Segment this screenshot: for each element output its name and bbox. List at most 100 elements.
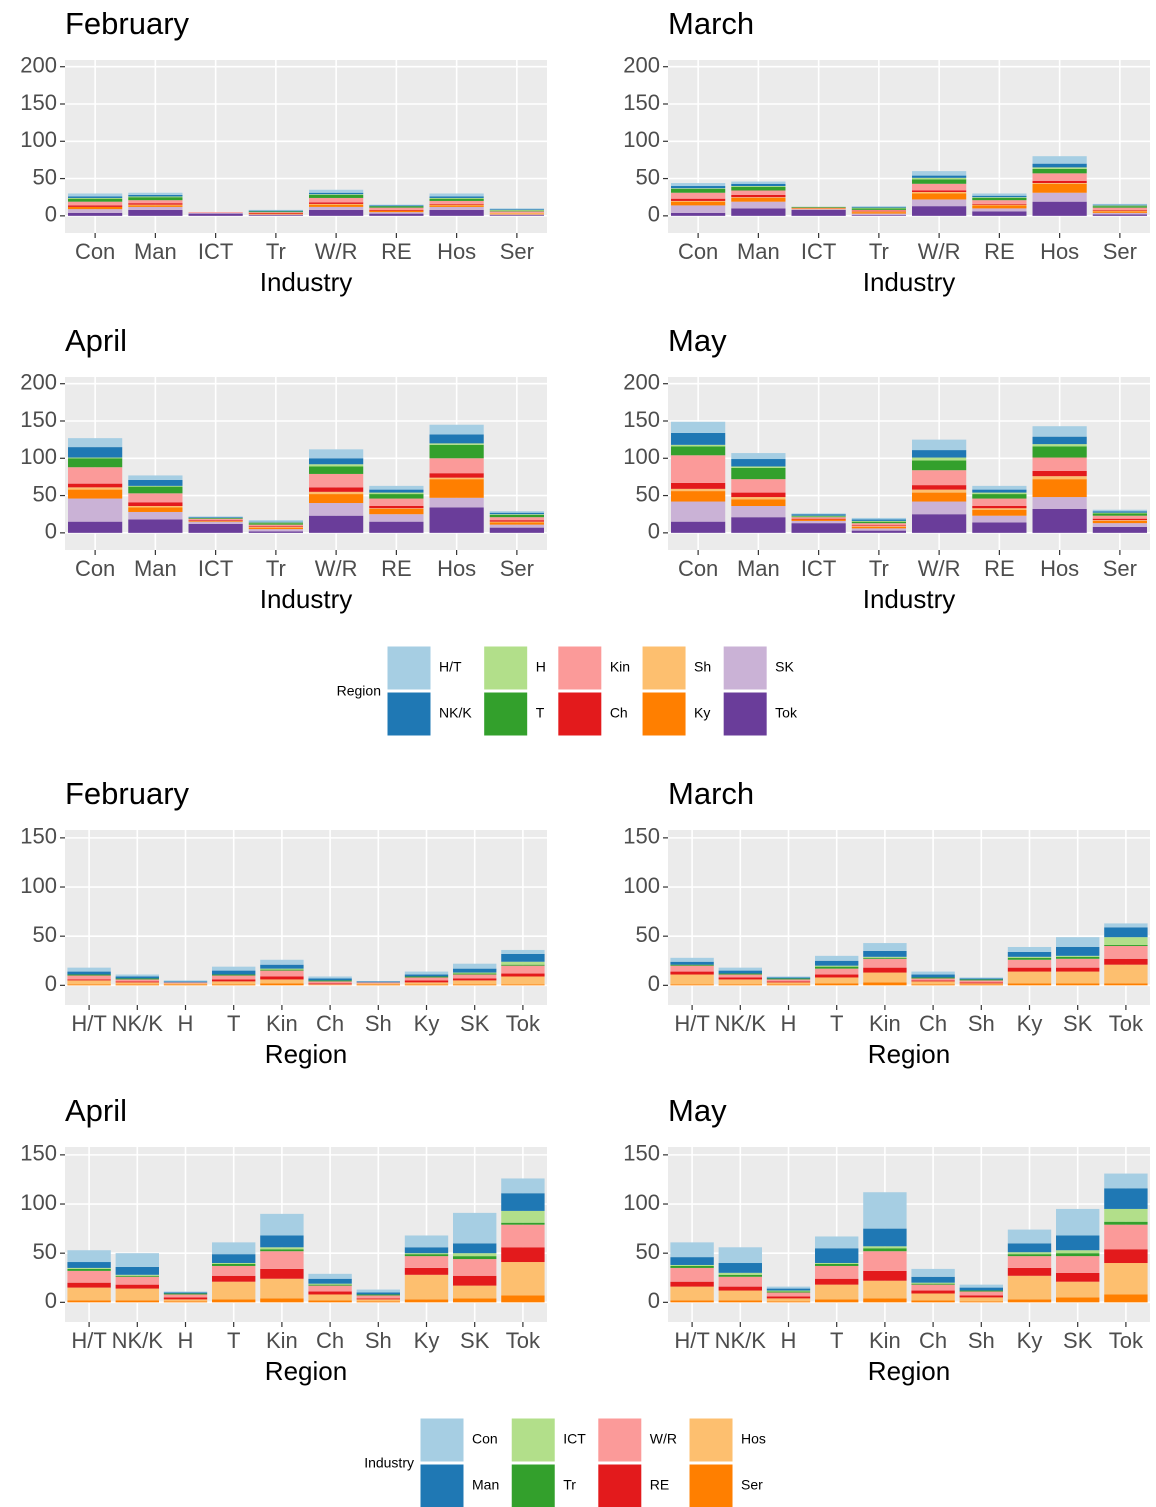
bar-segment xyxy=(815,1263,859,1266)
bar-segment xyxy=(766,981,811,983)
y-tick-label: 50 xyxy=(636,164,660,189)
bar-segment xyxy=(1056,971,1100,984)
y-tick-label: 150 xyxy=(20,1141,57,1166)
x-tick-label: ICT xyxy=(801,239,836,264)
legend-title: Industry xyxy=(364,1455,414,1471)
bar-segment xyxy=(766,1296,811,1299)
bar-segment xyxy=(863,972,907,983)
y-tick-label: 200 xyxy=(20,53,57,78)
bar-segment xyxy=(815,1299,859,1303)
bar-segment xyxy=(959,983,1003,985)
bar-segment xyxy=(1092,526,1147,533)
bar-segment xyxy=(1056,967,1100,972)
bar-segment xyxy=(815,1263,859,1264)
bar-segment xyxy=(369,492,424,495)
bar-segment xyxy=(1007,1275,1052,1300)
x-tick-label: Tok xyxy=(1109,1328,1144,1353)
bar-segment xyxy=(429,434,484,444)
bar-segment xyxy=(453,1259,497,1276)
y-tick-label: 150 xyxy=(623,407,660,432)
bar-segment xyxy=(671,421,726,433)
bar-segment xyxy=(851,517,906,520)
bar-segment xyxy=(670,1242,714,1258)
bar-segment xyxy=(718,1286,762,1291)
x-tick-label: H xyxy=(781,1328,797,1353)
bar-segment xyxy=(1007,983,1052,986)
bar-segment xyxy=(369,514,424,522)
bar-segment xyxy=(1032,167,1087,169)
bar-segment xyxy=(404,974,449,977)
bar-segment xyxy=(489,527,544,533)
x-tick-label: W/R xyxy=(315,556,358,581)
bar-segment xyxy=(1092,511,1147,513)
bar-segment xyxy=(309,503,364,516)
bar-segment xyxy=(911,1293,955,1301)
x-tick-label: Tok xyxy=(1109,1011,1144,1036)
bar-segment xyxy=(972,208,1027,212)
bar-segment xyxy=(308,1285,352,1292)
bar-segment xyxy=(248,211,303,213)
x-tick-label: Ky xyxy=(1017,1011,1043,1036)
bar-segment xyxy=(972,498,1027,507)
bar-segment xyxy=(68,521,123,533)
bar-segment xyxy=(1032,476,1087,480)
bar-segment xyxy=(188,523,243,533)
y-tick-label: 0 xyxy=(648,202,660,227)
bar-segment xyxy=(248,210,303,212)
bar-segment xyxy=(248,209,303,211)
bar-segment xyxy=(1007,967,1052,972)
bar-segment xyxy=(67,984,111,986)
bar-segment xyxy=(67,979,111,981)
bar-segment xyxy=(670,1286,714,1301)
bar-segment xyxy=(369,212,424,214)
y-tick-label: 200 xyxy=(623,53,660,78)
x-tick-label: Ser xyxy=(1103,239,1137,264)
legend-key xyxy=(510,1463,556,1507)
bar-segment xyxy=(851,206,906,208)
bar-segment xyxy=(959,979,1003,981)
bar-segment xyxy=(429,477,484,480)
bar-segment xyxy=(501,1295,545,1303)
bar-segment xyxy=(248,521,303,523)
bar-segment xyxy=(851,207,906,209)
bar-segment xyxy=(163,1294,208,1298)
bar-segment xyxy=(718,984,762,986)
x-tick-label: Ky xyxy=(414,1011,440,1036)
bar-segment xyxy=(489,214,544,216)
bar-segment xyxy=(68,197,123,199)
y-tick-label: 200 xyxy=(20,370,57,395)
bar-segment xyxy=(815,960,859,966)
bar-segment xyxy=(248,212,303,214)
legend-key xyxy=(483,645,529,691)
x-tick-label: Ch xyxy=(919,1011,947,1036)
bar-segment xyxy=(501,1222,545,1225)
legend-key xyxy=(386,645,432,691)
bar-segment xyxy=(128,511,183,520)
bar-segment xyxy=(851,210,906,212)
y-tick-label: 50 xyxy=(636,481,660,506)
x-axis-label: Industry xyxy=(260,267,353,297)
bar-segment xyxy=(851,211,906,213)
bar-segment xyxy=(671,455,726,483)
bar-segment xyxy=(453,984,497,986)
bar-segment xyxy=(1032,457,1087,471)
x-tick-label: Ch xyxy=(919,1328,947,1353)
y-tick-label: 100 xyxy=(623,444,660,469)
bar-segment xyxy=(308,1294,352,1301)
bar-segment xyxy=(670,1267,714,1282)
bar-segment xyxy=(369,521,424,533)
bar-segment xyxy=(369,508,424,515)
bar-segment xyxy=(404,977,449,981)
legend-key xyxy=(419,1417,465,1463)
bar-segment xyxy=(212,1265,256,1276)
bar-segment xyxy=(972,197,1027,201)
y-tick-label: 0 xyxy=(648,519,660,544)
x-tick-label: Tr xyxy=(869,556,889,581)
bar-segment xyxy=(489,511,544,513)
bar-segment xyxy=(959,1290,1003,1292)
bar-segment xyxy=(188,212,243,214)
x-tick-label: Tr xyxy=(869,239,889,264)
bar-segment xyxy=(731,181,786,184)
bar-segment xyxy=(128,493,183,503)
bar-segment xyxy=(248,527,303,530)
